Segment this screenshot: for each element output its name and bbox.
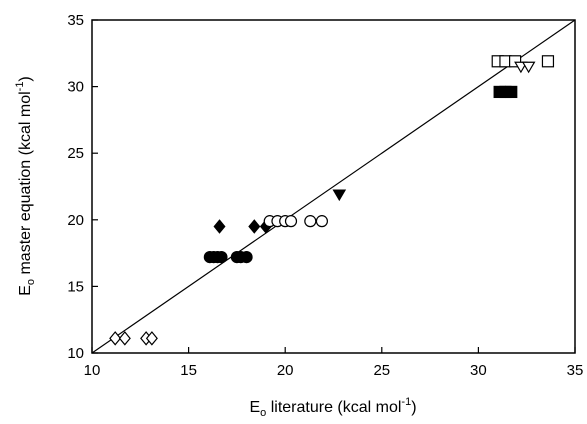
x-tick-label: 10 bbox=[84, 362, 101, 379]
y-tick-label: 35 bbox=[67, 12, 84, 29]
data-point-square-filled bbox=[506, 86, 517, 97]
x-tick-label: 20 bbox=[277, 362, 294, 379]
data-point-diamond-filled bbox=[249, 220, 259, 233]
data-point-square-open bbox=[542, 56, 553, 67]
data-point-circle-filled bbox=[216, 252, 227, 263]
data-point-circle-open bbox=[316, 216, 327, 227]
x-tick-label: 35 bbox=[567, 362, 584, 379]
data-point-triangle-down-open bbox=[523, 62, 535, 72]
x-tick-label: 30 bbox=[470, 362, 487, 379]
data-point-circle-open bbox=[305, 216, 316, 227]
data-point-diamond-open bbox=[120, 332, 130, 345]
data-point-circle-open bbox=[285, 216, 296, 227]
data-points bbox=[110, 56, 553, 345]
x-tick-label: 15 bbox=[180, 362, 197, 379]
reference-line-group bbox=[92, 20, 575, 353]
y-tick-label: 25 bbox=[67, 145, 84, 162]
y-tick-label: 15 bbox=[67, 278, 84, 295]
data-point-triangle-down-filled bbox=[334, 190, 346, 200]
data-point-diamond-filled bbox=[214, 220, 224, 233]
reference-line bbox=[92, 20, 575, 353]
data-point-circle-filled bbox=[241, 252, 252, 263]
y-tick-label: 20 bbox=[67, 212, 84, 229]
y-axis-label: Eo master equation (kcal mol-1) bbox=[14, 76, 37, 296]
x-tick-label: 25 bbox=[373, 362, 390, 379]
y-tick-label: 10 bbox=[67, 345, 84, 362]
y-tick-label: 30 bbox=[67, 79, 84, 96]
x-axis-label: Eo literature (kcal mol-1) bbox=[249, 396, 416, 419]
